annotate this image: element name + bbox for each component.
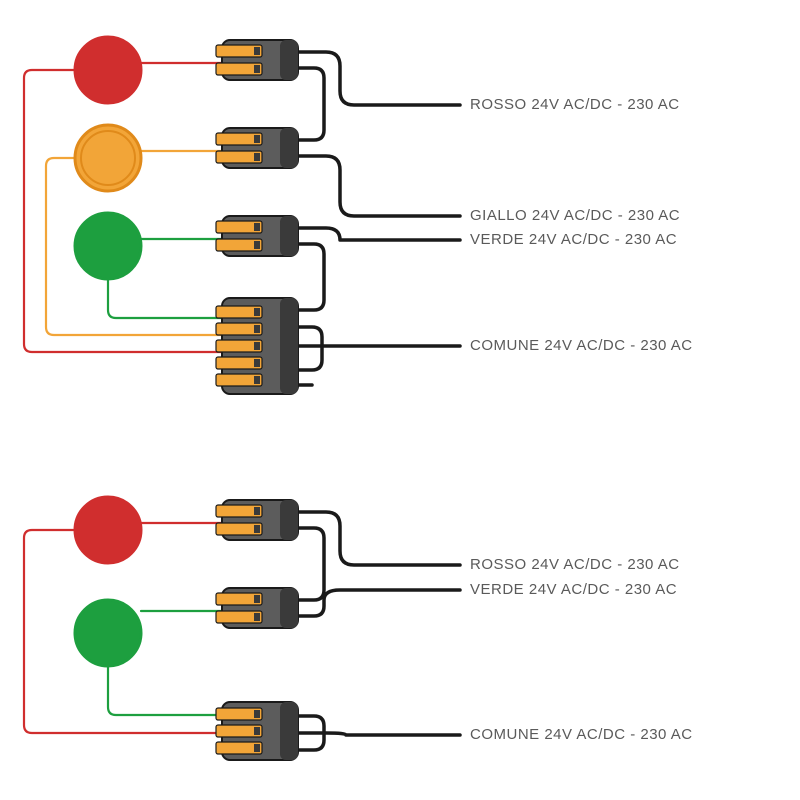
wago-connector-5 [216,298,298,394]
signal-label: ROSSO 24V AC/DC - 230 AC [470,556,680,573]
signal-label: COMUNE 24V AC/DC - 230 AC [470,337,693,354]
lead-wire [298,228,460,240]
signal-label: ROSSO 24V AC/DC - 230 AC [470,96,680,113]
lead-wire [298,68,324,140]
wago-connector-3 [216,702,298,760]
signal-label: VERDE 24V AC/DC - 230 AC [470,231,677,248]
lead-wire [298,733,460,735]
signal-label: VERDE 24V AC/DC - 230 AC [470,581,677,598]
lead-wire [298,528,324,600]
wago-connector-2 [216,216,298,256]
signal-label: COMUNE 24V AC/DC - 230 AC [470,726,693,743]
yellow-light [75,125,141,191]
wago-connector-2 [216,588,298,628]
green-light [75,213,141,279]
red-light [75,497,141,563]
green-light [75,600,141,666]
wago-connector-2 [216,128,298,168]
lead-wire [298,244,324,310]
wire [24,70,222,352]
wago-connector-2 [216,500,298,540]
lead-wire [298,156,460,216]
lead-wire [298,327,322,370]
wire [108,666,222,715]
wago-connector-2 [216,40,298,80]
signal-label: GIALLO 24V AC/DC - 230 AC [470,207,680,224]
wire [108,279,222,318]
red-light [75,37,141,103]
